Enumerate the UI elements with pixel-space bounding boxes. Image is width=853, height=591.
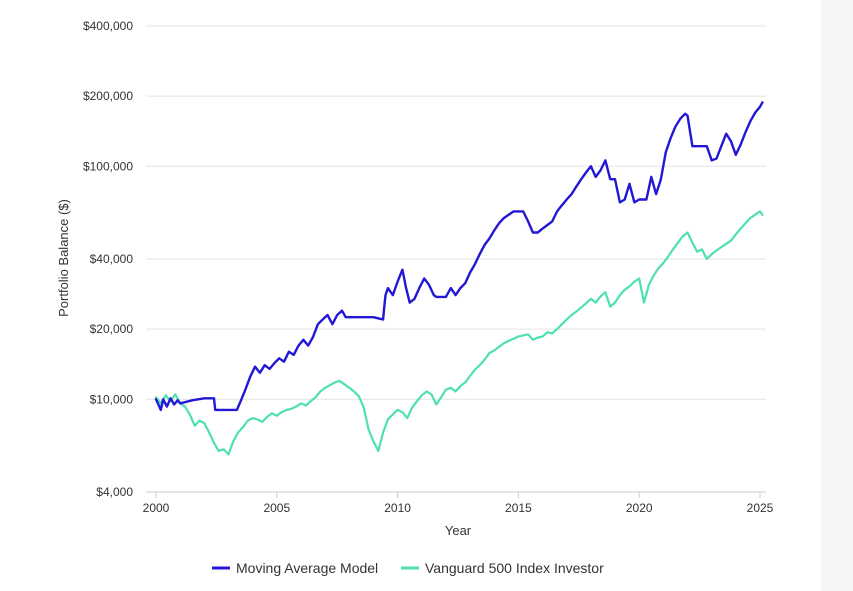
y-tick-label: $4,000 (96, 485, 133, 499)
legend-label: Moving Average Model (236, 560, 378, 576)
page-margin-strip (821, 0, 853, 591)
series-line-vanguard-500 (154, 210, 764, 456)
x-tick-label: 2020 (626, 501, 653, 515)
y-tick-label: $100,000 (83, 159, 133, 173)
y-axis-title: Portfolio Balance ($) (56, 199, 71, 317)
x-axis-title: Year (445, 523, 472, 538)
x-tick-label: 2025 (747, 501, 774, 515)
grid-lines (146, 25, 766, 493)
x-tick-label: 2005 (263, 501, 290, 515)
y-tick-label: $20,000 (90, 322, 134, 336)
y-tick-label: $200,000 (83, 89, 133, 103)
x-tick-label: 2015 (505, 501, 532, 515)
legend: Moving Average Model Vanguard 500 Index I… (212, 560, 604, 576)
x-tick-label: 2000 (143, 501, 170, 515)
y-tick-label: $400,000 (83, 19, 133, 33)
axes: $4,000 $10,000 $20,000 $40,000 $100,000 $200,… (83, 19, 774, 515)
series-line-moving-average-model (154, 101, 764, 412)
x-tick-label: 2010 (384, 501, 411, 515)
y-tick-label: $10,000 (90, 392, 134, 406)
legend-item[interactable]: Moving Average Model (212, 560, 378, 576)
y-tick-label: $40,000 (90, 252, 134, 266)
legend-item[interactable]: Vanguard 500 Index Investor (401, 560, 604, 576)
series-lines (154, 101, 764, 456)
legend-label: Vanguard 500 Index Investor (425, 560, 604, 576)
